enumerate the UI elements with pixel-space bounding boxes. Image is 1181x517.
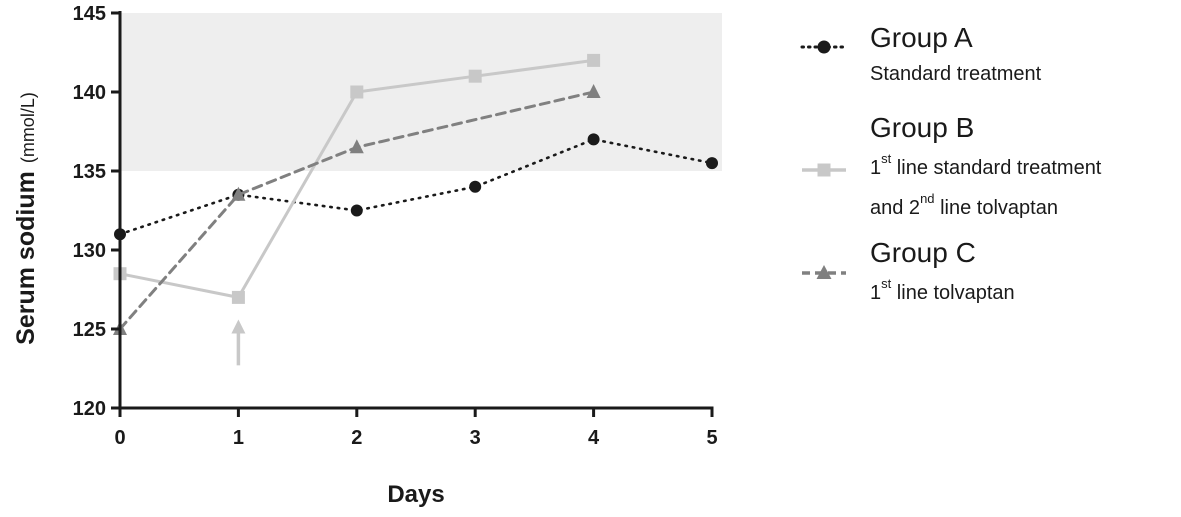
data-point bbox=[350, 204, 363, 217]
legend-marker-solid-square bbox=[802, 163, 846, 177]
arrow-head bbox=[231, 319, 246, 334]
x-tick-label: 4 bbox=[588, 427, 600, 449]
data-point bbox=[231, 186, 246, 201]
chart-svg: 120 125 130 135 140 145 0 1 2 3 4 5 Serum sodium (mm… bbox=[12, 3, 722, 508]
legend-marker-dotted-circle bbox=[800, 40, 848, 54]
series-line bbox=[118, 90, 596, 331]
legend-description-line-1: 1st line standard treatment bbox=[870, 151, 1102, 179]
data-point bbox=[350, 85, 364, 99]
data-point bbox=[586, 84, 601, 98]
y-tick-label: 125 bbox=[73, 319, 106, 341]
data-point bbox=[231, 290, 245, 304]
arrow-annotation bbox=[231, 319, 246, 366]
x-tick-label: 2 bbox=[351, 427, 362, 449]
legend-name: Group C bbox=[870, 237, 976, 268]
data-point bbox=[706, 157, 718, 170]
x-tick-label: 5 bbox=[706, 427, 717, 449]
legend-description: Standard treatment bbox=[870, 63, 1042, 85]
x-axis-label: Days bbox=[387, 481, 444, 508]
y-tick-label: 130 bbox=[73, 240, 106, 262]
data-point bbox=[349, 139, 364, 154]
data-point bbox=[587, 133, 600, 146]
data-point bbox=[468, 69, 482, 83]
x-tick-label: 0 bbox=[114, 427, 125, 449]
data-point bbox=[587, 53, 601, 67]
series-layer bbox=[113, 53, 718, 335]
series-group-b bbox=[113, 53, 601, 304]
legend: Group A Standard treatment Group B 1st l… bbox=[800, 0, 1181, 517]
series-line bbox=[118, 138, 714, 236]
normal-range-band bbox=[120, 13, 722, 171]
y-tick-label: 140 bbox=[73, 82, 106, 104]
legend-name: Group A bbox=[870, 22, 973, 53]
tick-labels: 120 125 130 135 140 145 0 1 2 3 4 5 bbox=[73, 3, 718, 449]
y-axis-title: Serum sodium bbox=[12, 171, 40, 345]
x-tick-label: 3 bbox=[470, 427, 481, 449]
legend-marker-dashed-triangle bbox=[802, 265, 846, 279]
axes bbox=[111, 11, 714, 417]
data-point bbox=[469, 180, 482, 193]
y-tick-label: 145 bbox=[73, 3, 106, 25]
y-axis-unit: (mmol/L) bbox=[18, 92, 38, 163]
legend-description: 1st line tolvaptan bbox=[870, 276, 1015, 304]
y-tick-label: 135 bbox=[73, 161, 106, 183]
legend-name: Group B bbox=[870, 112, 975, 143]
y-axis-label: Serum sodium (mmol/L) bbox=[12, 92, 40, 345]
legend-description-line-2: and 2nd line tolvaptan bbox=[870, 191, 1058, 219]
x-tick-label: 1 bbox=[233, 427, 244, 449]
y-tick-label: 120 bbox=[73, 398, 106, 420]
